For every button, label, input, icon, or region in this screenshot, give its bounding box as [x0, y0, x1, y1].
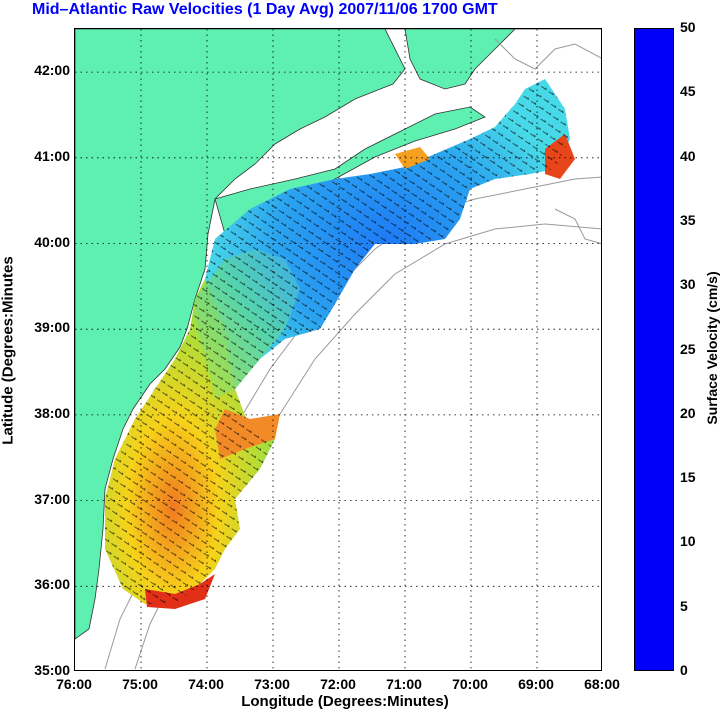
- map-canvas: [75, 29, 601, 670]
- y-tick-label: 35:00: [34, 662, 70, 678]
- y-tick-label: 38:00: [34, 404, 70, 421]
- colorbar: [634, 28, 674, 671]
- x-tick-label: 75:00: [122, 676, 158, 692]
- x-axis-label: Longitude (Degrees:Minutes): [241, 693, 449, 710]
- y-tick-label: 41:00: [34, 147, 70, 164]
- map-grid: [75, 29, 601, 670]
- y-tick-label: 40:00: [34, 233, 70, 250]
- colorbar-tick-label: 5: [680, 597, 688, 614]
- x-tick-label: 76:00: [56, 676, 92, 692]
- x-tick-label: 72:00: [320, 676, 356, 692]
- colorbar-tick-label: 40: [680, 147, 696, 164]
- y-axis-label: Latitude (Degrees:Minutes: [0, 256, 17, 445]
- y-tick-label: 36:00: [34, 576, 70, 593]
- x-tick-label: 68:00: [584, 676, 620, 692]
- colorbar-tick-label: 15: [680, 469, 696, 486]
- colorbar-tick-label: 30: [680, 276, 696, 293]
- colorbar-tick-label: 10: [680, 533, 696, 550]
- x-tick-label: 70:00: [452, 676, 488, 692]
- colorbar-tick-label: 25: [680, 340, 696, 357]
- x-tick-label: 74:00: [188, 676, 224, 692]
- colorbar-tick-label: 35: [680, 211, 696, 228]
- y-tick-label: 39:00: [34, 319, 70, 336]
- colorbar-tick-label: 20: [680, 404, 696, 421]
- chart-title: Mid–Atlantic Raw Velocities (1 Day Avg) …: [32, 1, 498, 18]
- colorbar-tick-label: 45: [680, 83, 696, 100]
- velocity-field: [105, 79, 575, 609]
- colorbar-tick-label: 0: [680, 662, 688, 678]
- colorbar-tick-label: 50: [680, 19, 696, 35]
- map-plot-area[interactable]: [74, 28, 602, 671]
- x-tick-label: 69:00: [518, 676, 554, 692]
- x-tick-label: 73:00: [254, 676, 290, 692]
- y-tick-label: 37:00: [34, 490, 70, 507]
- y-tick-label: 42:00: [34, 62, 70, 79]
- colorbar-label: Surface Velocity (cm/s): [704, 271, 720, 425]
- x-tick-label: 71:00: [386, 676, 422, 692]
